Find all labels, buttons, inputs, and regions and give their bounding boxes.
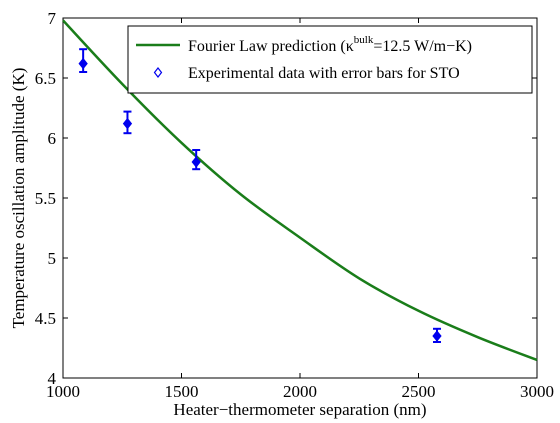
y-tick-label: 5: [48, 249, 57, 268]
legend: Fourier Law prediction (κbulk=12.5 W/m−K…: [127, 25, 533, 94]
y-tick-label: 6: [48, 129, 57, 148]
legend-experimental-marker-swatch: [153, 67, 163, 78]
legend-fourier-label: Fourier Law prediction (κbulk=12.5 W/m−K…: [188, 34, 472, 55]
y-axis-label: Temperature oscillation amplitude (K): [9, 68, 28, 329]
y-tick-label: 7: [48, 9, 57, 28]
legend-fourier-label-main: Fourier Law prediction (κ: [188, 38, 354, 55]
legend-fourier-label-tail: =12.5 W/m−K): [373, 38, 472, 55]
x-tick-label: 1000: [46, 382, 80, 401]
series-layer: [62, 19, 538, 362]
x-tick-label: 2000: [283, 382, 317, 401]
legend-fourier-label-sup: bulk: [354, 34, 374, 46]
legend-box: [127, 25, 533, 94]
fourier-law-line: [62, 19, 538, 362]
y-tick-label: 5.5: [35, 189, 56, 208]
y-tick-label: 6.5: [35, 69, 56, 88]
x-axis-label: Heater−thermometer separation (nm): [173, 400, 426, 419]
legend-experimental-label: Experimental data with error bars for ST…: [188, 65, 460, 82]
axis-ticks: 1000 1500 2000 2500 3000 4 4.5 5 5.5 6 6.5 7: [35, 9, 554, 401]
data-point-marker: [432, 330, 442, 342]
data-point-marker: [191, 156, 201, 168]
data-point-marker: [122, 117, 133, 130]
x-tick-label: 1500: [165, 382, 199, 401]
data-point-marker: [78, 57, 88, 70]
y-tick-label: 4: [48, 369, 57, 388]
x-tick-label: 2500: [402, 382, 436, 401]
y-tick-label: 4.5: [35, 309, 56, 328]
x-tick-label: 3000: [520, 382, 554, 401]
